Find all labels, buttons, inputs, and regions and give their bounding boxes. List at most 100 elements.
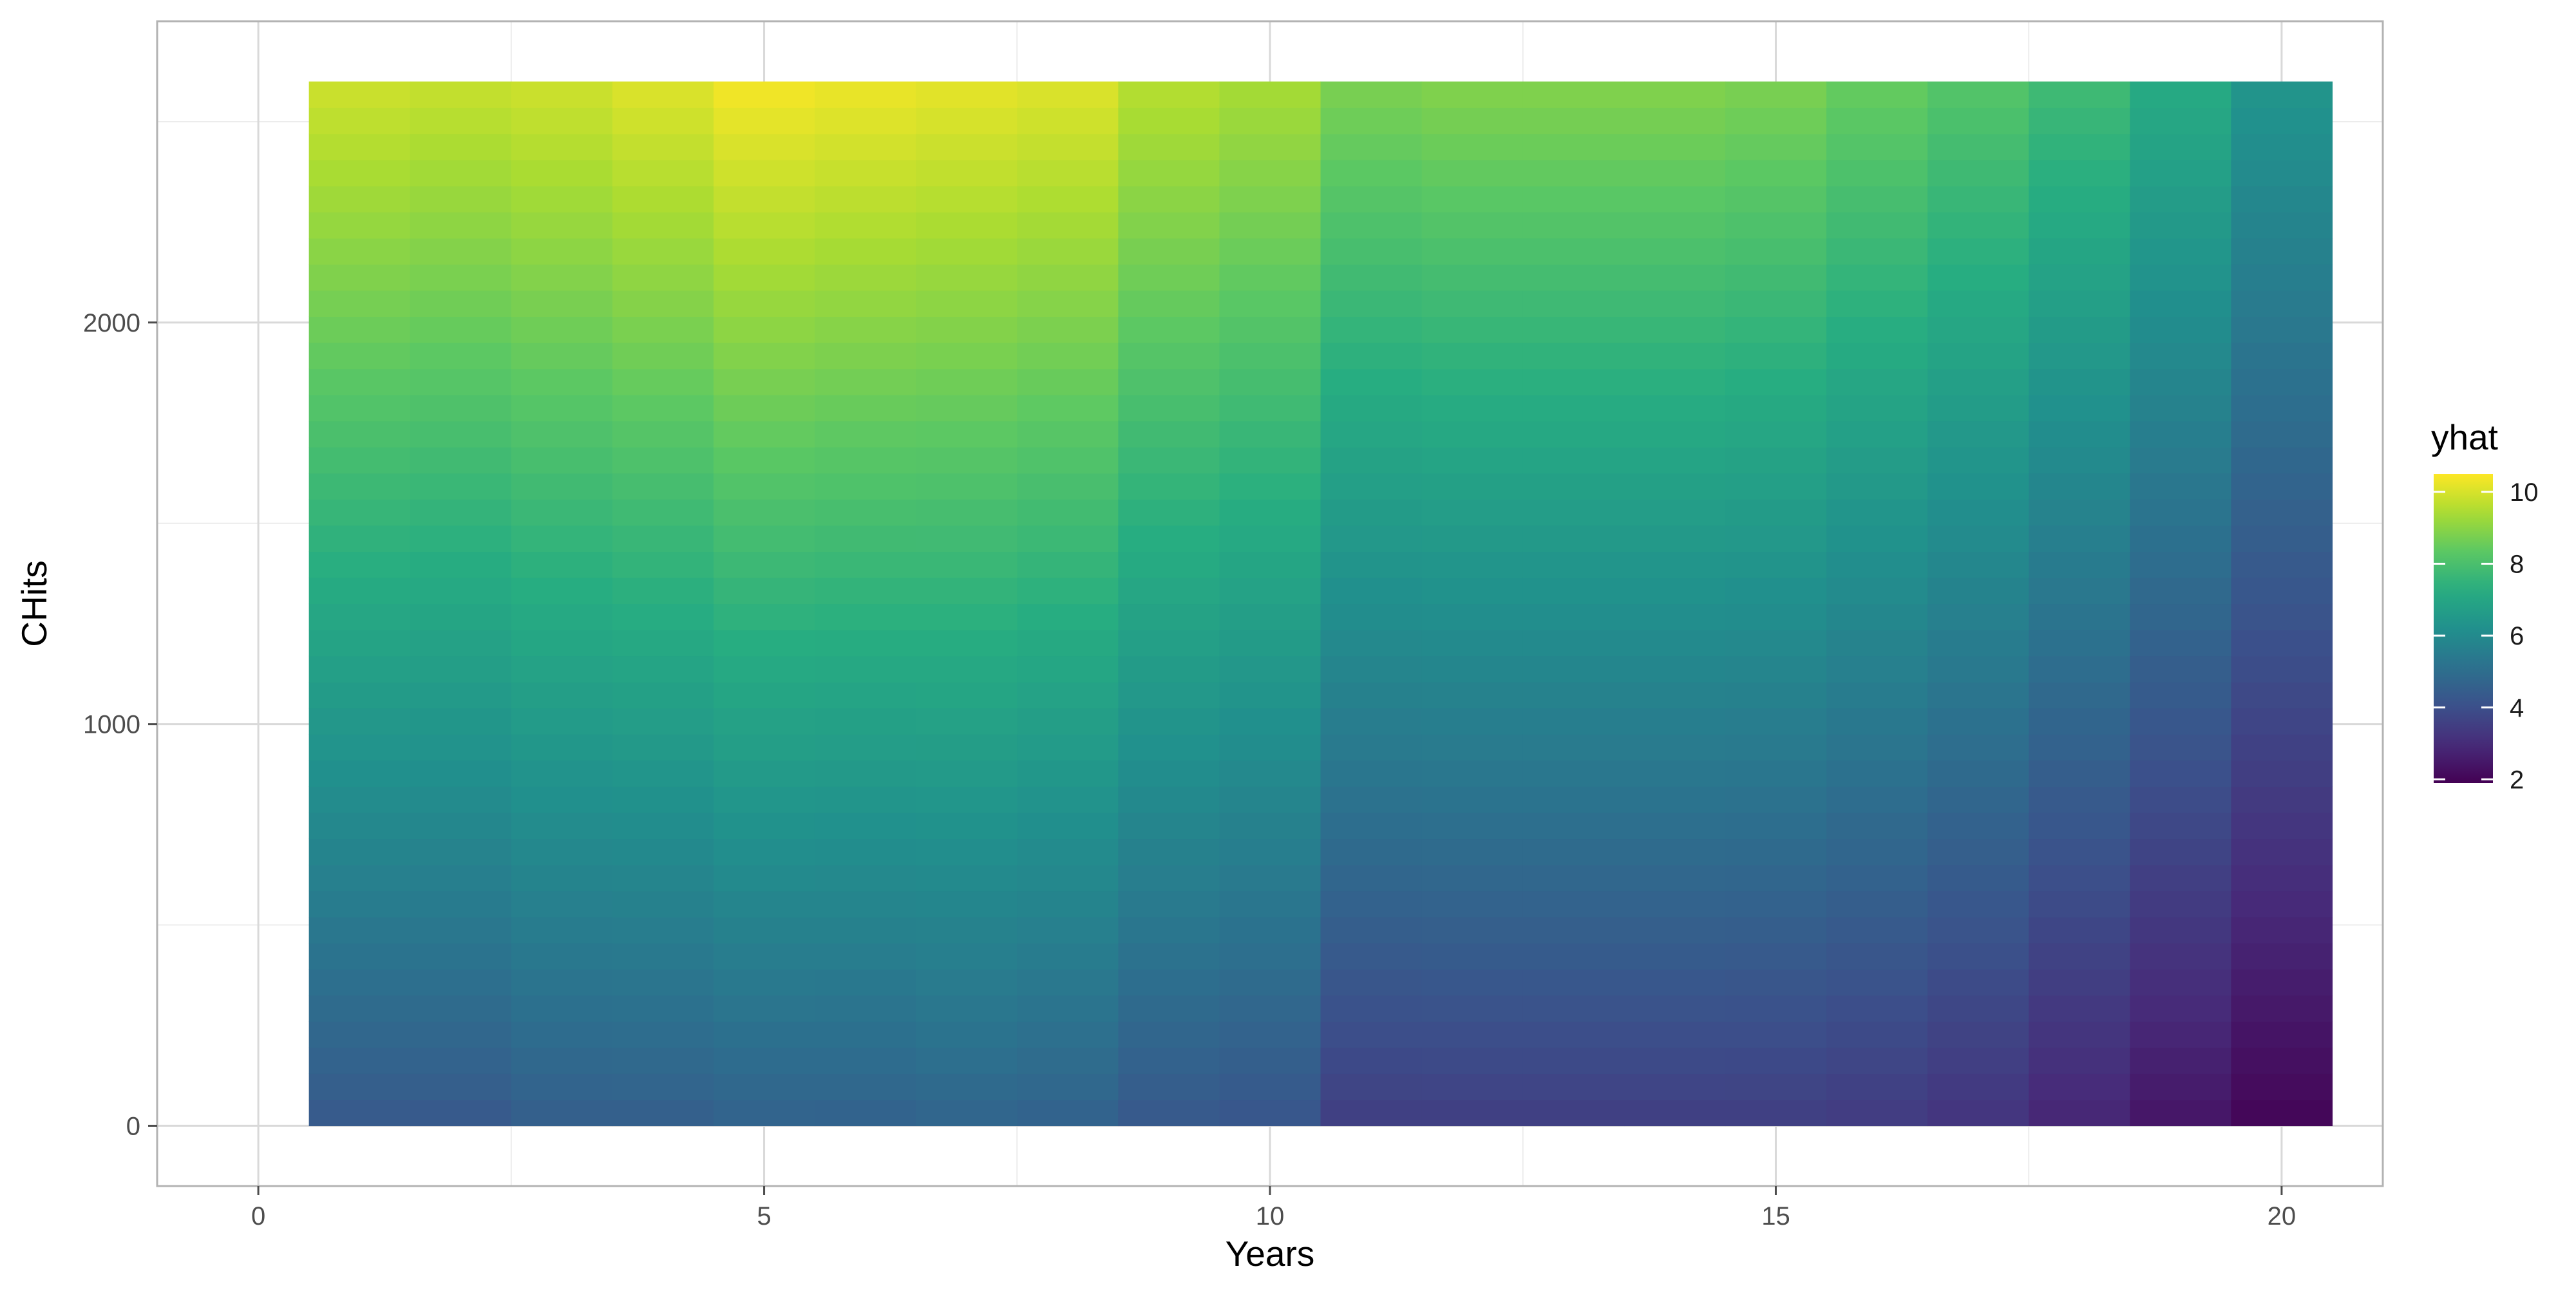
heatmap-cell: [1017, 551, 1119, 578]
heatmap-cell: [1118, 603, 1220, 630]
heatmap-cell: [916, 577, 1018, 605]
heatmap-cell: [1522, 447, 1625, 474]
heatmap-cell: [1320, 160, 1423, 187]
heatmap-cell: [1522, 290, 1625, 317]
heatmap-cell: [1118, 969, 1220, 996]
heatmap-cell: [1725, 238, 1827, 265]
heatmap-cell: [1624, 473, 1726, 500]
heatmap-cell: [1421, 708, 1524, 735]
heatmap-cell: [1219, 655, 1321, 683]
heatmap-cell: [2029, 708, 2130, 735]
heatmap-cell: [1320, 577, 1423, 605]
heatmap-cell: [1118, 1021, 1220, 1048]
heatmap-cell: [410, 655, 512, 683]
heatmap-cell: [1320, 499, 1423, 526]
heatmap-cell: [1725, 838, 1827, 865]
heatmap-cell: [1219, 133, 1321, 160]
heatmap-cell: [308, 655, 411, 683]
heatmap-cell: [2029, 525, 2130, 552]
heatmap-cell: [1624, 185, 1726, 212]
heatmap-cell: [815, 133, 916, 160]
heatmap-cell: [410, 525, 512, 552]
heatmap-cell: [1118, 264, 1220, 291]
heatmap-cell: [1624, 838, 1726, 865]
heatmap-cell: [1725, 185, 1827, 212]
legend-label: 10: [2510, 478, 2539, 507]
heatmap-cell: [1624, 1073, 1726, 1100]
heatmap-cell: [2130, 238, 2231, 265]
heatmap-cell: [1320, 603, 1423, 630]
heatmap-cell: [815, 708, 916, 735]
heatmap-cell: [612, 368, 714, 395]
heatmap-cell: [916, 133, 1018, 160]
heatmap-cell: [2130, 420, 2231, 448]
y-axis: 0 1000 2000: [83, 309, 157, 1140]
heatmap-cell: [1927, 290, 2029, 317]
heatmap-cell: [1118, 1073, 1220, 1100]
heatmap-cell: [1927, 368, 2029, 395]
heatmap-cell: [1522, 238, 1625, 265]
heatmap-cell: [1118, 316, 1220, 343]
heatmap-cell: [1118, 1047, 1220, 1074]
heatmap-cell: [916, 655, 1018, 683]
heatmap-cell: [1927, 264, 2029, 291]
heatmap-cell: [916, 864, 1018, 892]
legend-label: 2: [2510, 766, 2524, 794]
heatmap-cell: [612, 133, 714, 160]
heatmap-cell: [410, 551, 512, 578]
heatmap-cell: [1017, 499, 1119, 526]
heatmap-cell: [2130, 943, 2231, 970]
heatmap-cell: [511, 891, 613, 918]
heatmap-cell: [2231, 943, 2333, 970]
heatmap-cell: [1219, 316, 1321, 343]
heatmap-cell: [1826, 316, 1928, 343]
heatmap-cell: [916, 395, 1018, 422]
heatmap-cell: [511, 917, 613, 944]
heatmap-cell: [410, 395, 512, 422]
heatmap-cell: [308, 133, 411, 160]
heatmap-cell: [410, 447, 512, 474]
heatmap-cell: [1017, 864, 1119, 892]
heatmap-cell: [1118, 447, 1220, 474]
heatmap-cell: [2130, 264, 2231, 291]
heatmap-cell: [1826, 212, 1928, 239]
heatmap-cell: [1320, 734, 1423, 761]
heatmap-cell: [308, 264, 411, 291]
heatmap-cell: [714, 133, 815, 160]
heatmap-cell: [1624, 1047, 1726, 1074]
heatmap-cell: [612, 525, 714, 552]
heatmap-cell: [2231, 603, 2333, 630]
heatmap-cell: [1522, 108, 1625, 135]
heatmap-cell: [815, 395, 916, 422]
heatmap-cell: [410, 1073, 512, 1100]
heatmap-cell: [1624, 447, 1726, 474]
heatmap-cell: [308, 864, 411, 892]
heatmap-cell: [2029, 473, 2130, 500]
heatmap-cell: [1219, 630, 1321, 657]
heatmap-cell: [1725, 1099, 1827, 1127]
heatmap-cell: [1725, 133, 1827, 160]
heatmap-cell: [1219, 682, 1321, 709]
heatmap-cell: [511, 81, 613, 108]
heatmap-cell: [1219, 420, 1321, 448]
heatmap-cell: [1118, 133, 1220, 160]
heatmap-cell: [1017, 525, 1119, 552]
heatmap-cell: [1320, 786, 1423, 813]
heatmap-cell: [714, 473, 815, 500]
heatmap-cell: [1421, 160, 1524, 187]
heatmap-cell: [308, 447, 411, 474]
heatmap-cell: [1421, 786, 1524, 813]
heatmap-cell: [308, 551, 411, 578]
heatmap-cell: [1320, 551, 1423, 578]
heatmap-cell: [1118, 1099, 1220, 1127]
heatmap-cell: [1826, 81, 1928, 108]
heatmap-cell: [1826, 969, 1928, 996]
heatmap-cell: [714, 290, 815, 317]
heatmap-cell: [2231, 630, 2333, 657]
heatmap-cell: [2130, 1099, 2231, 1127]
heatmap-cell: [511, 708, 613, 735]
heatmap-cell: [2231, 185, 2333, 212]
heatmap-cell: [815, 864, 916, 892]
heatmap-cell: [2231, 343, 2333, 370]
heatmap-cell: [511, 734, 613, 761]
